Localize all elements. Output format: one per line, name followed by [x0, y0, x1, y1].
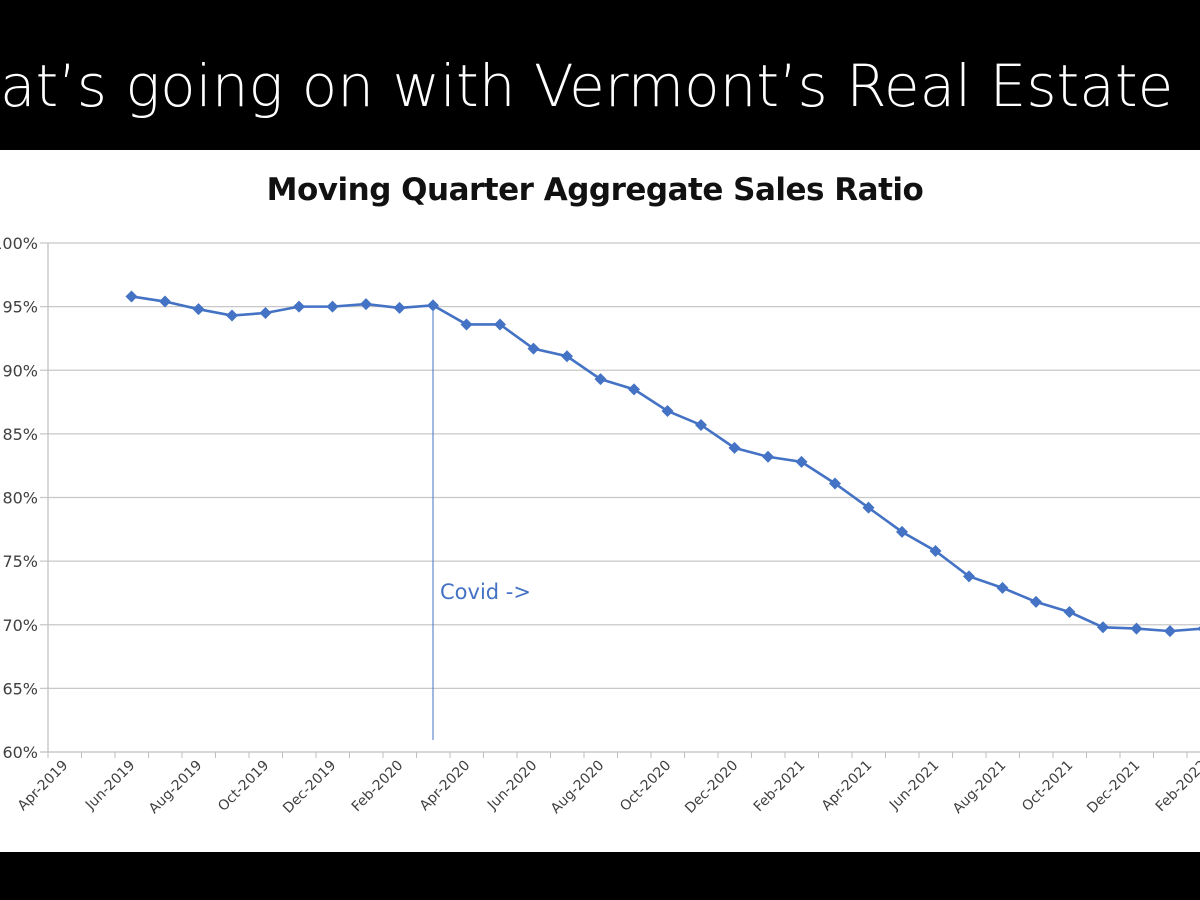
x-tick-label: Jun-2020 — [484, 758, 540, 814]
covid-annotation: Covid -> — [440, 580, 531, 604]
data-point-marker — [159, 295, 171, 308]
series-line — [131, 295, 1200, 633]
y-tick-label: 100% — [0, 234, 38, 253]
x-tick-label: Aug-2020 — [548, 758, 607, 817]
data-point-marker — [326, 300, 339, 313]
y-tick-label: 75% — [2, 552, 38, 571]
x-tick-label: Dec-2019 — [280, 758, 339, 817]
data-point-marker — [527, 342, 540, 355]
data-point-marker — [1164, 625, 1176, 638]
data-point-marker — [427, 299, 439, 312]
data-point-marker — [896, 525, 908, 538]
data-point-marker — [494, 318, 506, 331]
data-point-marker — [1063, 606, 1076, 619]
data-point-marker — [728, 441, 741, 454]
data-point-marker — [226, 309, 238, 322]
x-tick-label: Oct-2019 — [215, 758, 272, 815]
x-tick-label: Dec-2021 — [1084, 758, 1143, 817]
y-tick-label: 85% — [2, 425, 38, 444]
data-point-marker — [963, 570, 975, 583]
data-point-marker — [762, 450, 774, 463]
slide-footer-bar — [0, 852, 1200, 900]
data-point-marker — [661, 404, 674, 417]
data-point-marker — [862, 501, 875, 514]
data-point-marker — [795, 455, 808, 468]
x-tick-label: Apr-2021 — [819, 758, 876, 815]
data-point-marker — [929, 544, 942, 557]
data-point-marker — [561, 350, 573, 363]
slide-title-banner: at’s going on with Vermont’s Real Estate… — [0, 0, 1200, 150]
slide-title: at’s going on with Vermont’s Real Estate… — [0, 52, 1200, 120]
x-tick-label: Feb-2020 — [349, 758, 407, 816]
data-point-marker — [192, 303, 205, 316]
data-point-marker — [460, 318, 473, 331]
data-point-marker — [829, 477, 841, 490]
x-tick-label: Feb-2021 — [751, 758, 809, 816]
x-tick-label: Jun-2021 — [886, 758, 942, 814]
x-tick-label: Oct-2020 — [617, 758, 674, 815]
y-tick-label: 95% — [2, 298, 38, 317]
data-point-marker — [1130, 622, 1143, 635]
data-point-marker — [1030, 595, 1042, 608]
y-tick-label: 60% — [2, 743, 38, 762]
y-tick-label: 90% — [2, 361, 38, 380]
x-tick-label: Jun-2019 — [82, 758, 138, 814]
x-tick-label: Aug-2021 — [950, 758, 1009, 817]
x-tick-label: Aug-2019 — [146, 758, 205, 817]
x-tick-label: Apr-2020 — [417, 758, 474, 815]
data-point-marker — [695, 418, 707, 431]
data-point-marker — [259, 306, 272, 319]
x-tick-label: Feb-2022 — [1153, 758, 1200, 816]
x-tick-label: Dec-2020 — [682, 758, 741, 817]
data-point-marker — [1097, 621, 1109, 634]
y-tick-label: 65% — [2, 679, 38, 698]
data-point-marker — [628, 383, 640, 396]
data-point-marker — [125, 290, 138, 303]
y-tick-label: 70% — [2, 616, 38, 635]
x-tick-label: Oct-2021 — [1019, 758, 1076, 815]
data-point-marker — [594, 373, 607, 386]
data-point-marker — [360, 298, 372, 311]
data-point-marker — [293, 300, 305, 313]
data-point-marker — [996, 581, 1009, 594]
chart-title: Moving Quarter Aggregate Sales Ratio — [266, 172, 924, 208]
data-point-marker — [1197, 626, 1200, 632]
data-point-marker — [393, 301, 406, 314]
y-tick-label: 80% — [2, 489, 38, 508]
x-tick-label: Apr-2019 — [15, 758, 72, 815]
